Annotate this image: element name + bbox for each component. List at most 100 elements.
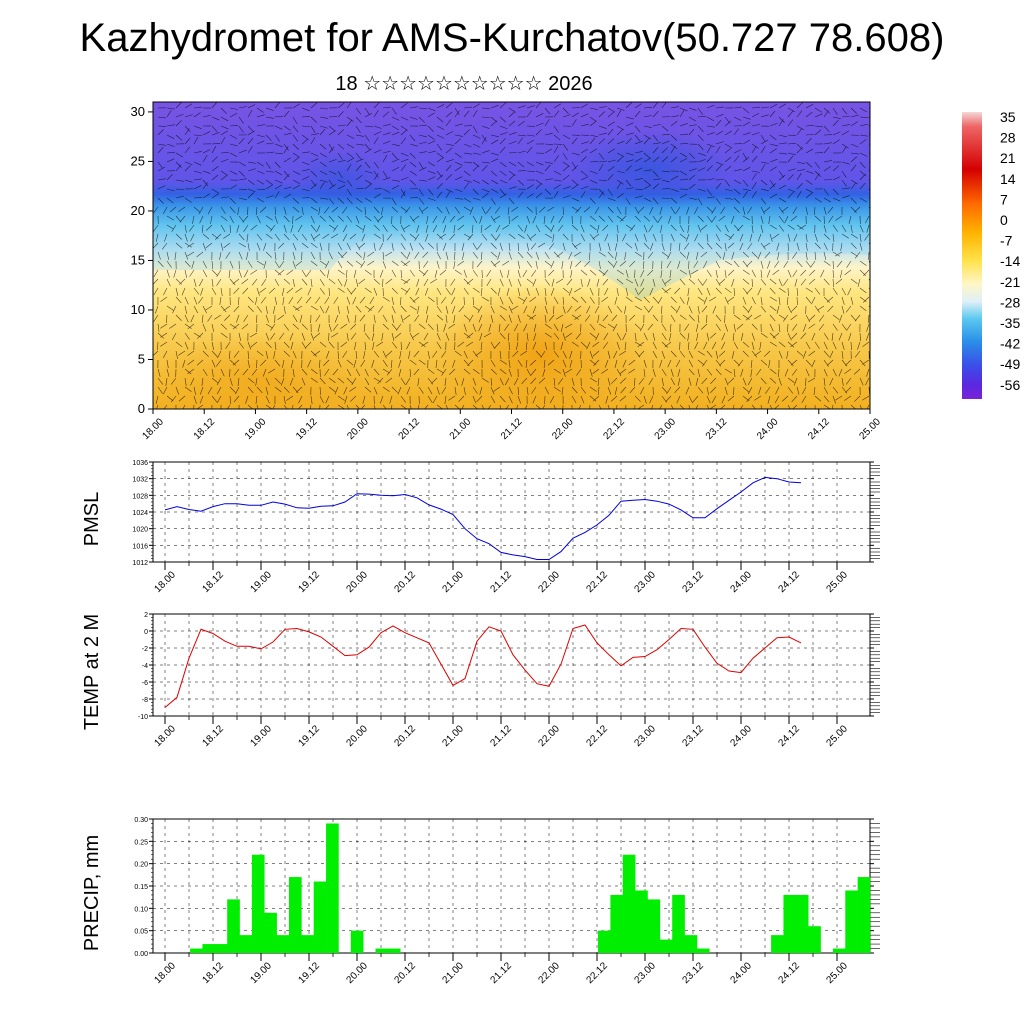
wind-barb (677, 377, 681, 386)
wind-barb (652, 170, 659, 178)
wind-barb (751, 404, 756, 409)
wind-barb (697, 350, 705, 356)
wind-barb (274, 152, 283, 155)
wind-barb (472, 404, 478, 409)
colorbar-label: 7 (1000, 191, 1008, 207)
wind-barb (774, 260, 780, 268)
wind-barb (412, 332, 420, 338)
wind-barb (611, 314, 618, 322)
wind-barb (301, 168, 310, 172)
wind-barb (724, 377, 729, 386)
wind-barb (490, 359, 496, 367)
wind-barb (544, 233, 553, 239)
wind-barb (670, 115, 679, 118)
wind-barb (216, 359, 222, 367)
wind-barb (463, 143, 472, 148)
wind-barb (373, 206, 380, 214)
wind-barb (790, 341, 798, 347)
wind-barb (237, 206, 240, 215)
wind-barb (364, 107, 370, 115)
wind-barb (382, 386, 390, 392)
wind-barb (400, 260, 408, 267)
wind-barb (586, 341, 591, 350)
wind-barb (652, 278, 656, 287)
wind-barb (193, 305, 199, 314)
wind-barb (610, 395, 618, 402)
wind-barb (751, 269, 756, 278)
wind-barb (778, 134, 787, 138)
wind-barb (363, 350, 366, 359)
wind-barb (742, 305, 749, 313)
wind-barb (457, 260, 465, 266)
wind-barb (328, 184, 336, 190)
wind-barb (472, 251, 479, 259)
wind-barb (400, 251, 407, 259)
wind-barb (382, 278, 384, 288)
wind-barb (715, 197, 721, 205)
wind-barb (562, 186, 571, 190)
wind-barb (193, 185, 202, 190)
wind-barb (382, 188, 391, 193)
wind-barb (350, 395, 357, 402)
wind-barb (427, 242, 434, 249)
wind-barb (791, 395, 798, 403)
wind-barb (427, 125, 434, 132)
wind-barb (169, 323, 177, 329)
wind-barb (850, 182, 857, 190)
wind-barb (643, 233, 647, 242)
x-tick-label: 19.00 (248, 569, 274, 595)
wind-barb (544, 305, 548, 314)
wind-barb (353, 269, 357, 278)
wind-barb (685, 386, 690, 395)
wind-barb (409, 179, 417, 186)
wind-barb (417, 305, 420, 314)
wind-barb (643, 197, 652, 202)
wind-barb (400, 377, 406, 385)
wind-barb (526, 278, 534, 285)
wind-barb (373, 149, 382, 154)
wind-barb (184, 332, 190, 340)
wind-barb (694, 233, 699, 242)
wind-barb (286, 287, 294, 294)
wind-barb (805, 148, 814, 154)
wind-barb (166, 143, 175, 147)
wind-barb (481, 150, 490, 154)
wind-barb (814, 215, 822, 222)
wind-barb (823, 377, 826, 386)
wind-barb (363, 323, 366, 332)
wind-barb (607, 260, 614, 267)
wind-barb (832, 119, 839, 127)
wind-barb (571, 165, 578, 172)
wind-barb (589, 386, 597, 392)
wind-barb (406, 341, 411, 350)
wind-barb (479, 386, 483, 395)
wind-barb (634, 305, 643, 311)
wind-barb (832, 323, 838, 331)
wind-barb (823, 341, 828, 350)
wind-barb (346, 305, 350, 314)
wind-barb (751, 173, 757, 181)
wind-barb (742, 296, 747, 305)
wind-barb (184, 314, 189, 323)
wind-barb (472, 197, 481, 201)
wind-barb (697, 242, 704, 250)
wind-barb (556, 314, 564, 320)
wind-barb (616, 109, 622, 118)
wind-barb (454, 251, 456, 261)
wind-barb (265, 332, 270, 341)
wind-barb (508, 305, 513, 314)
wind-barb (715, 323, 721, 331)
y-tick-label: 0 (144, 629, 148, 636)
wind-barb (263, 260, 267, 269)
wind-barb (841, 179, 847, 187)
wind-barb (823, 251, 827, 260)
wind-barb (562, 332, 566, 341)
wind-barb (778, 206, 784, 214)
wind-barb (265, 350, 269, 359)
wind-barb (747, 242, 753, 250)
wind-barb (283, 157, 291, 163)
y-axis-label: TEMP at 2 M (81, 614, 103, 730)
wind-barb (479, 215, 483, 224)
wind-barb (242, 368, 249, 376)
wind-barb (670, 134, 677, 141)
